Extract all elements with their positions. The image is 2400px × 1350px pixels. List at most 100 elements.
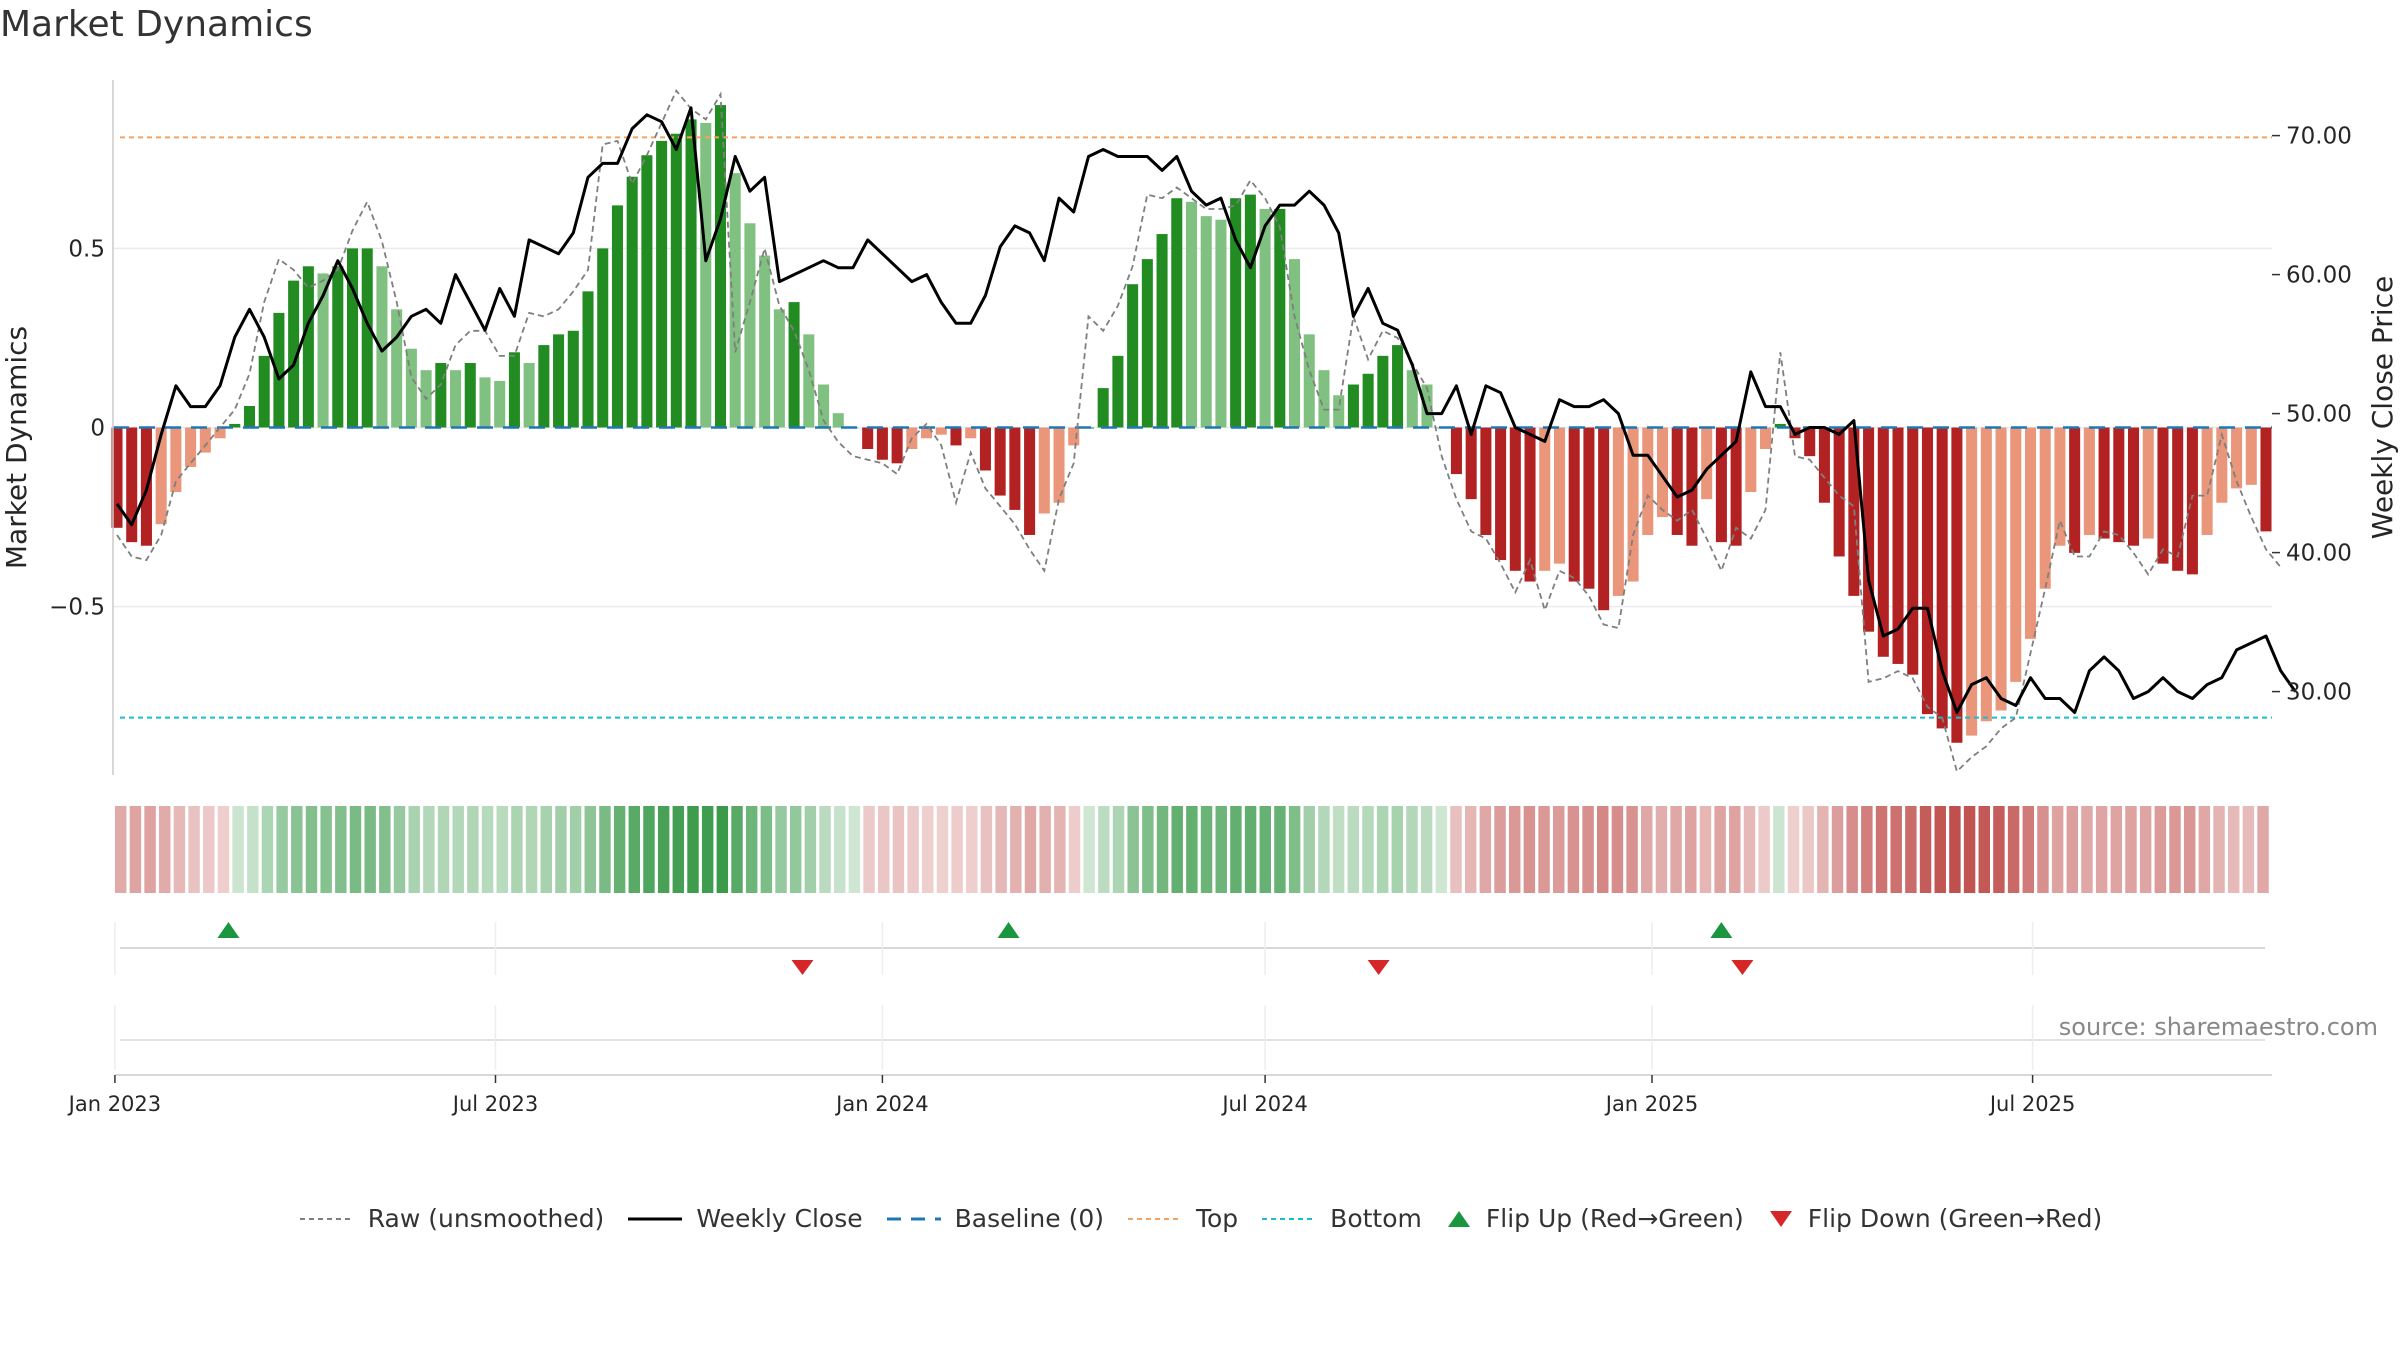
regime-strip-cell <box>1875 806 1888 893</box>
flip-down-marker <box>791 960 814 975</box>
bar <box>818 384 830 428</box>
bar <box>597 248 609 428</box>
bar <box>1907 427 1919 675</box>
regime-strip-cell <box>393 806 406 893</box>
flip-up-marker <box>1710 922 1733 938</box>
bar <box>1274 208 1286 428</box>
weekly-close-line <box>115 106 2297 714</box>
bar <box>361 248 373 428</box>
regime-strip-cell <box>217 806 230 893</box>
bar <box>346 248 359 428</box>
y-tick-label-left: −0.5 <box>49 595 105 621</box>
bar <box>1936 427 1948 729</box>
bar <box>2054 427 2066 546</box>
y-tick-label-right: 30.00 <box>2286 680 2352 706</box>
bar <box>1038 427 1050 514</box>
bar <box>1495 427 1507 561</box>
regime-strip-cell <box>335 806 347 893</box>
bar <box>1539 427 1551 571</box>
source-watermark: source: sharemaestro.com <box>2058 1013 2378 1041</box>
regime-strip-cell <box>1464 806 1477 893</box>
regime-strip-cell <box>1039 806 1051 893</box>
regime-strip-cell <box>496 806 508 893</box>
bar <box>199 427 211 453</box>
bar <box>1156 234 1168 428</box>
bar <box>1509 427 1521 571</box>
bar <box>1730 427 1742 546</box>
regime-strip-cell <box>291 806 303 893</box>
bar <box>1392 345 1404 428</box>
bar <box>553 334 565 428</box>
regime-strip-cell <box>1553 806 1565 893</box>
bar <box>185 427 197 467</box>
regime-strip-cell <box>2125 806 2137 893</box>
bar <box>1318 370 1330 428</box>
regime-strip-cell <box>1274 806 1286 893</box>
regime-strip-cell <box>1288 806 1301 893</box>
chart-title: Market Dynamics <box>0 4 313 45</box>
bar <box>1921 427 1933 715</box>
bar <box>950 427 962 446</box>
regime-strip-cell <box>2110 806 2123 893</box>
lines-layer <box>113 89 2297 774</box>
regime-strip-cell <box>1450 806 1462 893</box>
regime-strip-cell <box>1567 806 1580 893</box>
regime-strip-cell <box>2007 806 2020 893</box>
regime-strip-cell <box>261 806 274 893</box>
bar <box>714 105 727 428</box>
bar <box>464 363 476 428</box>
regime-strip-cell <box>1186 806 1198 893</box>
bar <box>494 380 506 428</box>
regime-strip-cell <box>525 806 538 893</box>
regime-strip-cell <box>1846 806 1858 893</box>
regime-strip-cell <box>1332 806 1345 893</box>
bar <box>2260 427 2272 532</box>
regime-strip-cell <box>628 806 641 893</box>
bar <box>155 427 167 525</box>
bar <box>700 122 712 428</box>
bar <box>1377 355 1389 428</box>
regime-strip-cell <box>1626 806 1638 893</box>
bar <box>1524 427 1536 582</box>
legend-symbol-close-icon <box>626 1209 684 1229</box>
bar <box>979 427 991 471</box>
regime-strip-cell <box>159 806 171 893</box>
regime-strip-cell <box>1699 806 1712 893</box>
bar <box>788 302 800 428</box>
bar <box>2128 427 2140 546</box>
legend-symbol-baseline-icon <box>885 1209 943 1229</box>
regime-strip-cell <box>1230 806 1242 893</box>
bar <box>1127 284 1139 428</box>
bar <box>1215 219 1227 428</box>
regime-strip-cell <box>1171 806 1183 893</box>
y-tick-label-right: 60.00 <box>2286 263 2352 289</box>
bar <box>2039 427 2051 589</box>
bar <box>611 205 623 428</box>
bar <box>2113 427 2125 543</box>
x-tick-label: Jan 2023 <box>67 1092 162 1116</box>
regime-strip-cell <box>2213 806 2225 893</box>
bar <box>832 413 844 428</box>
flip-up-marker <box>217 922 240 938</box>
regime-strip-cell <box>834 806 846 893</box>
legend-item-baseline: Baseline (0) <box>885 1204 1104 1233</box>
bar <box>1995 427 2007 711</box>
regime-strip-cell <box>1362 806 1374 893</box>
regime-strip-cell <box>1068 806 1081 893</box>
legend: Raw (unsmoothed) Weekly Close Baseline (0)… <box>0 1204 2400 1233</box>
regime-strip-cell <box>1949 806 1961 893</box>
y-tick-label-right: 50.00 <box>2286 402 2352 428</box>
regime-strip-cell <box>115 806 127 893</box>
regime-strip-cell <box>1597 806 1609 893</box>
bar <box>626 176 638 428</box>
bar <box>1818 427 1830 503</box>
regime-strip-cell <box>481 806 494 893</box>
bar <box>994 427 1006 496</box>
bar <box>170 427 182 492</box>
bar <box>1877 427 1889 657</box>
regime-strip-cell <box>1200 806 1213 893</box>
x-tick-label: Jul 2023 <box>451 1092 538 1116</box>
legend-label: Top <box>1195 1204 1239 1233</box>
regime-strip-cell <box>2154 806 2167 893</box>
